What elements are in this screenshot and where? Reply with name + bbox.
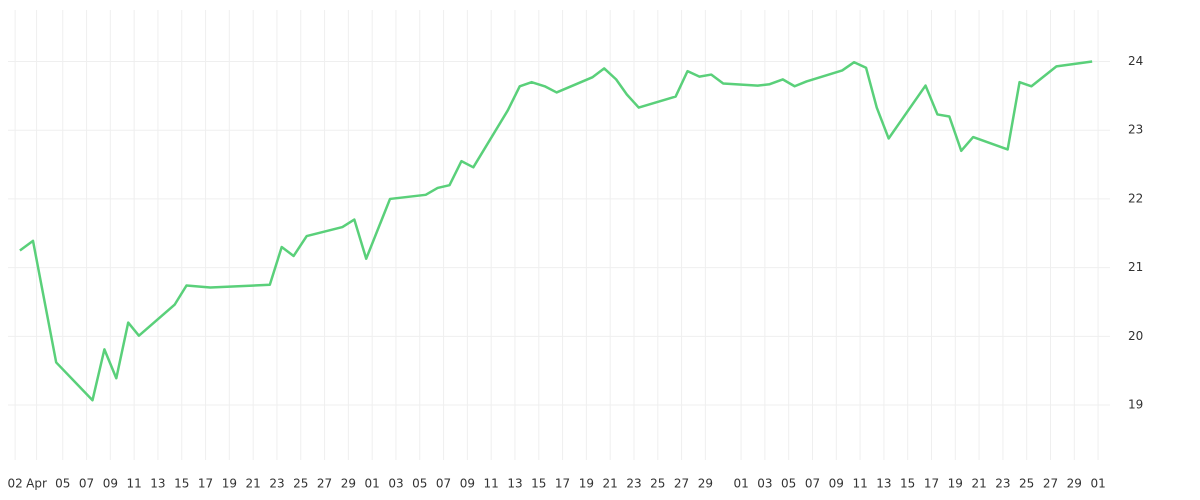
x-tick-label: 15 [174,477,189,491]
x-tick-label: 25 [293,477,308,491]
x-tick-label: 19 [222,477,237,491]
x-tick-label: 29 [698,477,713,491]
x-tick-label: 17 [924,477,939,491]
y-tick-label: 22 [1128,191,1143,205]
x-tick-label: 23 [269,477,284,491]
x-tick-label: 05 [781,477,796,491]
x-tick-label: 13 [507,477,522,491]
y-tick-label: 23 [1128,123,1143,137]
x-tick-label: 21 [246,477,261,491]
x-tick-label: 19 [579,477,594,491]
x-tick-label: 13 [150,477,165,491]
x-tick-label: 07 [436,477,451,491]
x-tick-label: 07 [79,477,94,491]
x-tick-label: 15 [900,477,915,491]
y-tick-label: 20 [1128,329,1143,343]
x-tick-label: 03 [388,477,403,491]
x-tick-label: 01 [1090,477,1105,491]
x-tick-label: 09 [829,477,844,491]
y-tick-label: 19 [1128,398,1143,412]
x-tick-label: 21 [603,477,618,491]
x-tick-label: 13 [876,477,891,491]
x-tick-label: 09 [460,477,475,491]
x-tick-label: 17 [198,477,213,491]
x-tick-label: 29 [1067,477,1082,491]
y-tick-label: 21 [1128,260,1143,274]
x-tick-label: 15 [531,477,546,491]
x-tick-label: 27 [1043,477,1058,491]
x-tick-label: 09 [103,477,118,491]
x-tick-label: 17 [555,477,570,491]
x-tick-label: 29 [341,477,356,491]
x-tick-label: 21 [971,477,986,491]
x-tick-label: 05 [55,477,70,491]
x-tick-label: 27 [317,477,332,491]
x-tick-label: 01 [365,477,380,491]
x-tick-label: 11 [484,477,499,491]
x-tick-label: 11 [127,477,142,491]
x-tick-label: 02 [7,477,22,491]
y-tick-label: 24 [1128,54,1143,68]
x-tick-label: 27 [674,477,689,491]
x-tick-label: 03 [757,477,772,491]
x-tick-label: 25 [1019,477,1034,491]
x-tick-label: Apr [26,477,47,491]
x-tick-label: 01 [733,477,748,491]
x-tick-label: 07 [805,477,820,491]
x-tick-label: 23 [995,477,1010,491]
x-tick-label: 11 [852,477,867,491]
x-tick-label: 25 [650,477,665,491]
x-tick-label: 23 [626,477,641,491]
x-tick-label: 19 [948,477,963,491]
x-tick-label: 05 [412,477,427,491]
line [19,60,1093,402]
